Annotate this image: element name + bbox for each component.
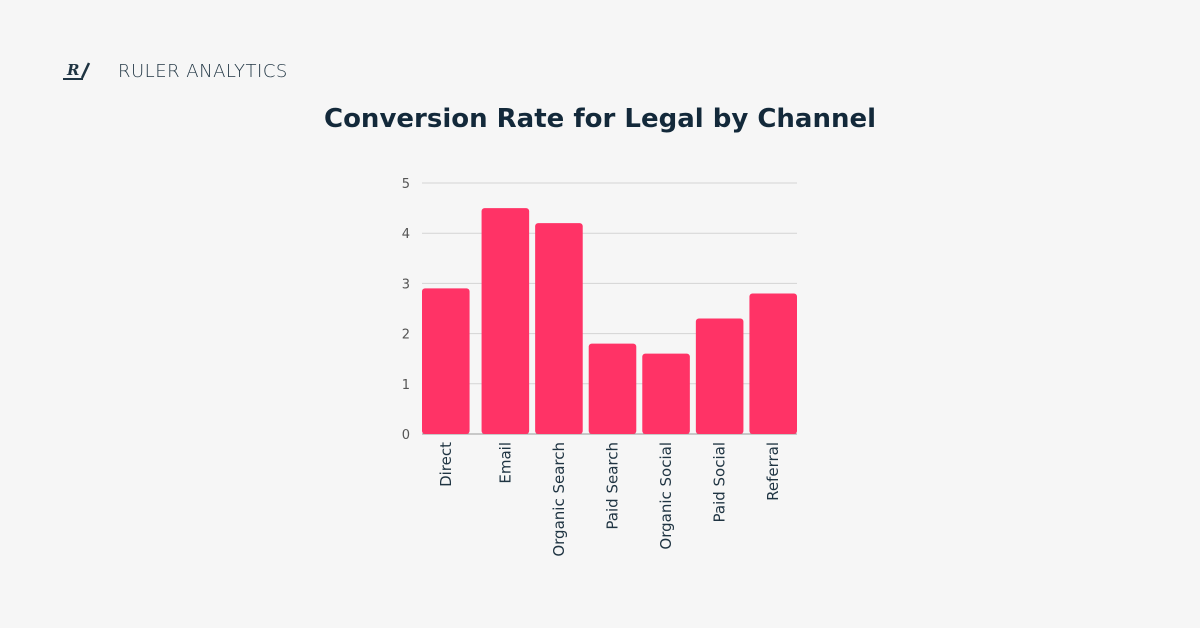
brand: R RULER ANALYTICS [62, 60, 288, 82]
x-tick-label: Organic Search [550, 442, 568, 557]
chart-title: Conversion Rate for Legal by Channel [323, 104, 877, 134]
brand-name: RULER ANALYTICS [118, 60, 288, 82]
svg-text:R: R [66, 61, 79, 79]
y-tick-label: 2 [402, 328, 410, 343]
bar [642, 353, 690, 434]
y-tick-label: 4 [402, 227, 410, 242]
x-tick-label: Direct [437, 442, 455, 487]
x-tick-label: Referral [764, 442, 782, 501]
x-tick-label: Email [496, 442, 514, 484]
bar [695, 318, 744, 434]
x-tick-label: Paid Search [604, 442, 622, 530]
bar [749, 293, 797, 434]
x-tick-label: Paid Social [711, 442, 729, 523]
bar [588, 343, 637, 434]
y-tick-label: 1 [402, 378, 410, 393]
y-tick-label: 0 [402, 428, 410, 443]
bar [422, 288, 470, 434]
x-tick-label: Organic Social [657, 442, 675, 550]
y-tick-label: 3 [402, 277, 410, 292]
y-tick-label: 5 [402, 177, 410, 192]
bar [481, 208, 530, 434]
bar [535, 223, 583, 434]
ruler-logo-icon: R [63, 61, 91, 80]
